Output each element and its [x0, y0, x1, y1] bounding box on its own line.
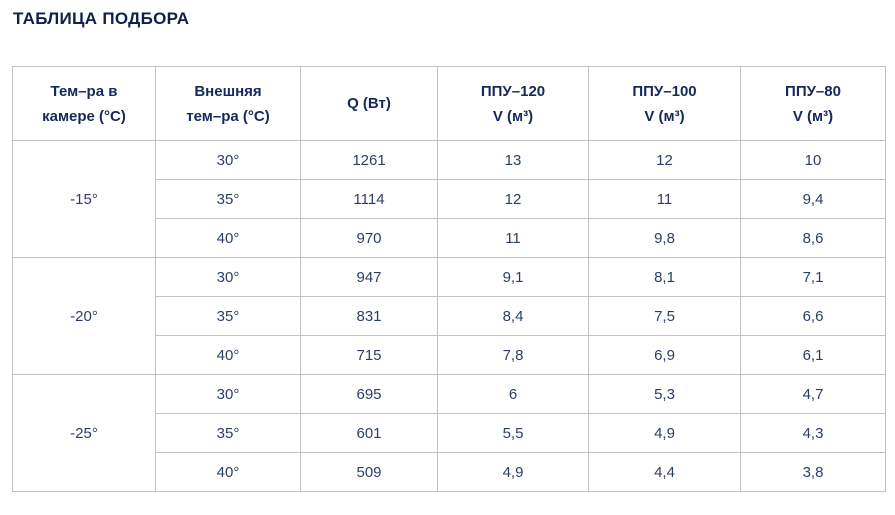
external-temp-cell: 35° — [155, 296, 301, 336]
table-row: 40° 509 4,9 4,4 3,8 — [13, 452, 886, 492]
q-cell: 970 — [300, 218, 438, 258]
header-row: Тем–ра в камере (°С) Внешняя тем–ра (°С) Q (… — [12, 66, 886, 141]
table-row: -25° 30° 695 6 5,3 4,7 — [12, 374, 886, 492]
ppu-100-cell: 8,1 — [588, 257, 741, 297]
ppu-80-cell: 10 — [740, 140, 886, 180]
ppu-100-cell: 4,4 — [588, 452, 741, 492]
q-cell: 831 — [300, 296, 438, 336]
external-temp-cell: 40° — [155, 452, 301, 492]
external-temp-cell: 30° — [155, 257, 301, 297]
ppu-100-cell: 11 — [588, 179, 741, 219]
ppu-100-cell: 9,8 — [588, 218, 741, 258]
q-cell: 1261 — [300, 140, 438, 180]
column-header: ППУ–80 V (м³) — [740, 66, 886, 141]
column-header: Q (Вт) — [300, 66, 438, 141]
q-cell: 509 — [300, 452, 438, 492]
table-body: -15° 30° 1261 13 12 10 35° 1114 12 11 9,4 40° 970 11 9… — [12, 140, 886, 492]
ppu-100-cell: 7,5 — [588, 296, 741, 336]
camera-temp-cell: -25° — [12, 374, 156, 492]
ppu-100-cell: 4,9 — [588, 413, 741, 453]
ppu-80-cell: 3,8 — [740, 452, 886, 492]
page-title: ТАБЛИЦА ПОДБОРА — [13, 9, 190, 28]
ppu-120-cell: 7,8 — [437, 335, 589, 375]
ppu-120-cell: 5,5 — [437, 413, 589, 453]
ppu-120-cell: 4,9 — [437, 452, 589, 492]
ppu-80-cell: 4,7 — [740, 374, 886, 414]
external-temp-cell: 30° — [155, 140, 301, 180]
ppu-120-cell: 11 — [437, 218, 589, 258]
ppu-120-cell: 9,1 — [437, 257, 589, 297]
ppu-120-cell: 8,4 — [437, 296, 589, 336]
column-header: Тем–ра в камере (°С) — [12, 66, 156, 141]
table-row: 40° 715 7,8 6,9 6,1 — [13, 335, 886, 375]
ppu-80-cell: 6,6 — [740, 296, 886, 336]
ppu-80-cell: 4,3 — [740, 413, 886, 453]
external-temp-cell: 40° — [155, 218, 301, 258]
camera-temp-cell: -20° — [12, 257, 156, 375]
table-row: 40° 970 11 9,8 8,6 — [13, 218, 886, 258]
ppu-80-cell: 8,6 — [740, 218, 886, 258]
column-header: ППУ–120 V (м³) — [437, 66, 589, 141]
table-row: -20° 30° 947 9,1 8,1 7,1 — [12, 257, 886, 375]
external-temp-cell: 35° — [155, 413, 301, 453]
column-header: Внешняя тем–ра (°С) — [155, 66, 301, 141]
ppu-100-cell: 6,9 — [588, 335, 741, 375]
column-header: ППУ–100 V (м³) — [588, 66, 741, 141]
ppu-120-cell: 6 — [437, 374, 589, 414]
q-cell: 695 — [300, 374, 438, 414]
external-temp-cell: 35° — [155, 179, 301, 219]
table-row: -15° 30° 1261 13 12 10 — [12, 140, 886, 258]
external-temp-cell: 30° — [155, 374, 301, 414]
external-temp-cell: 40° — [155, 335, 301, 375]
ppu-80-cell: 7,1 — [740, 257, 886, 297]
selection-table: Тем–ра в камере (°С) Внешняя тем–ра (°С) Q (… — [12, 66, 886, 492]
ppu-80-cell: 9,4 — [740, 179, 886, 219]
ppu-100-cell: 5,3 — [588, 374, 741, 414]
table-row: 35° 601 5,5 4,9 4,3 — [13, 413, 886, 453]
camera-temp-cell: -15° — [12, 140, 156, 258]
table-row: 35° 1114 12 11 9,4 — [13, 179, 886, 219]
q-cell: 601 — [300, 413, 438, 453]
ppu-120-cell: 12 — [437, 179, 589, 219]
q-cell: 715 — [300, 335, 438, 375]
ppu-100-cell: 12 — [588, 140, 741, 180]
table-row: 35° 831 8,4 7,5 6,6 — [13, 296, 886, 336]
ppu-120-cell: 13 — [437, 140, 589, 180]
q-cell: 947 — [300, 257, 438, 297]
table-head: Тем–ра в камере (°С) Внешняя тем–ра (°С) Q (… — [12, 66, 886, 141]
ppu-80-cell: 6,1 — [740, 335, 886, 375]
q-cell: 1114 — [300, 179, 438, 219]
